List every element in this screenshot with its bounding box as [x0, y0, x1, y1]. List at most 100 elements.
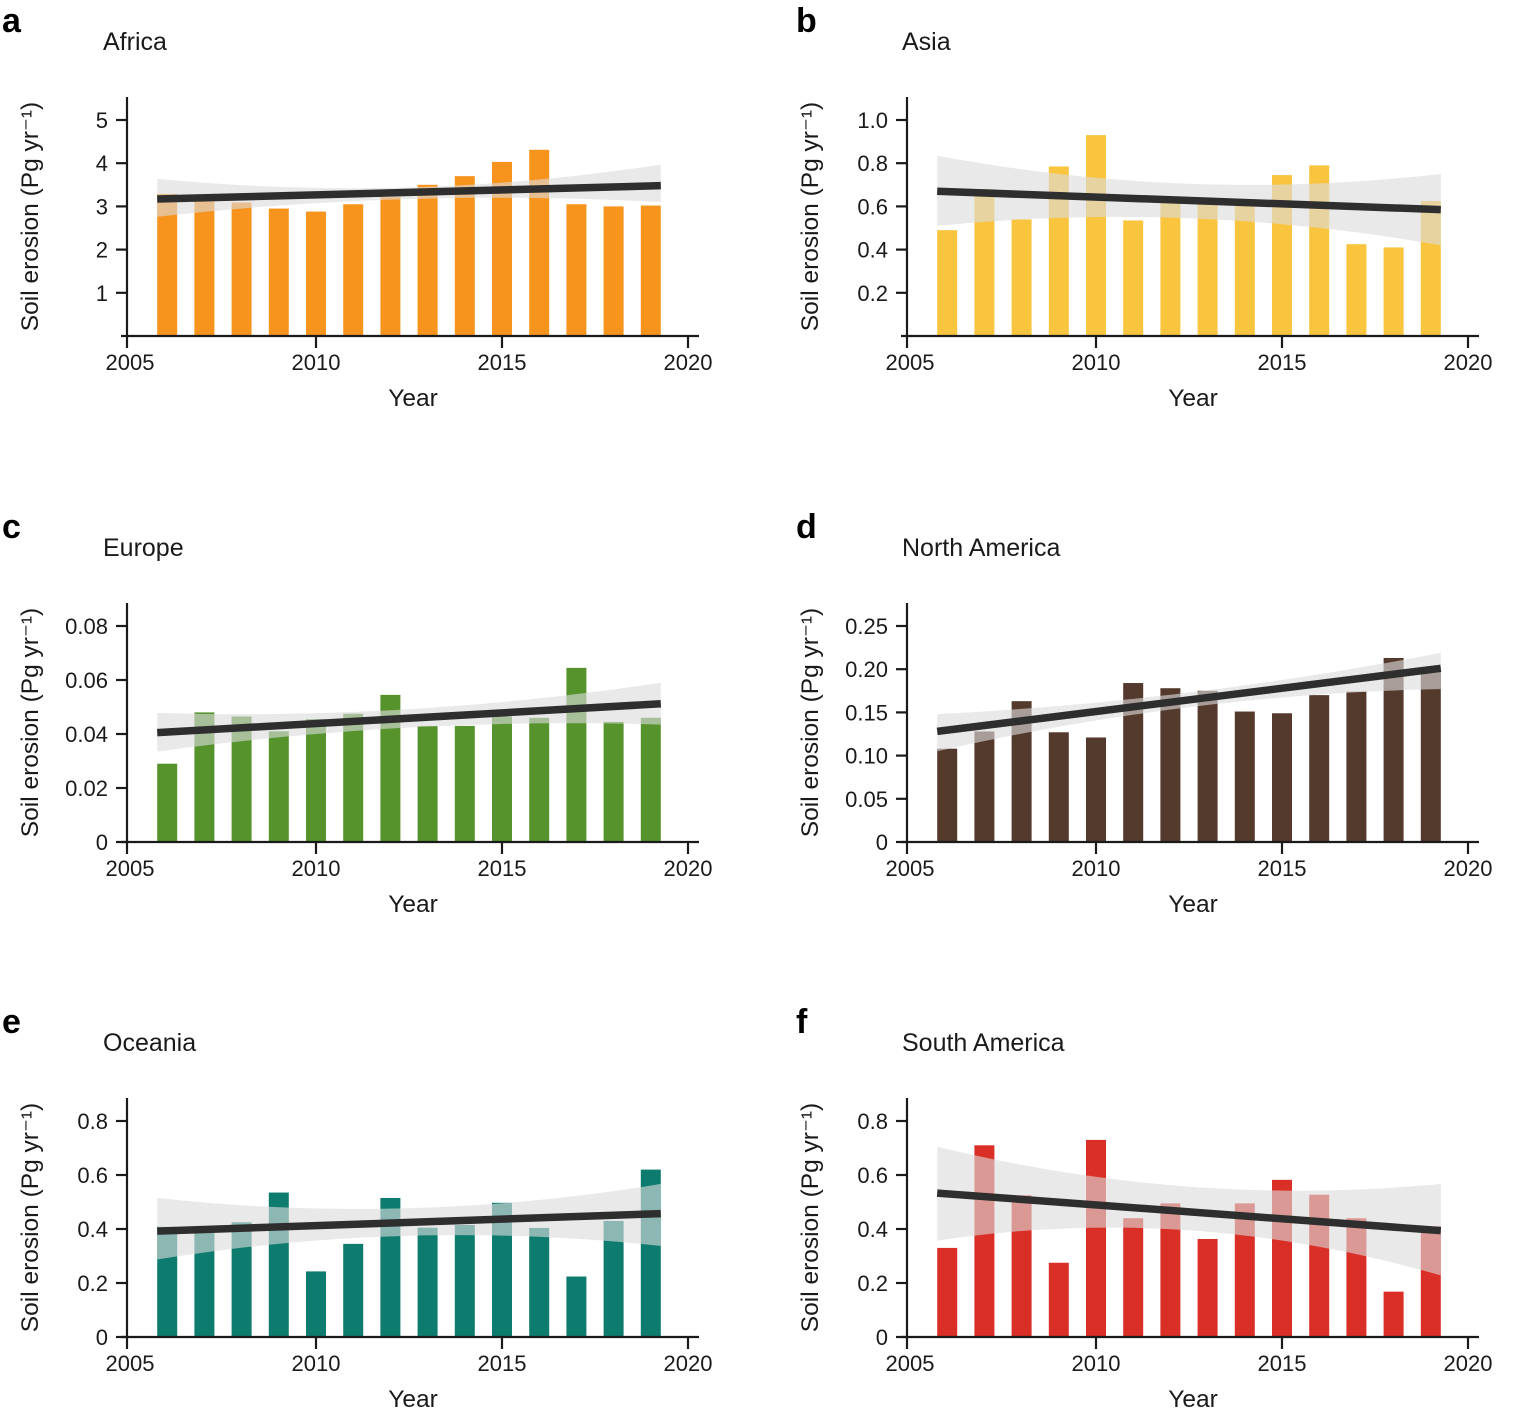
y-tick-label: 0 — [876, 830, 888, 855]
y-axis-label: Soil erosion (Pg yr⁻¹) — [797, 102, 824, 331]
bar-2018 — [1383, 657, 1404, 843]
panel-title-north-america: North America — [902, 534, 1061, 562]
bar-2015 — [1272, 713, 1292, 843]
bar-2010 — [306, 211, 326, 337]
y-tick-label: 0.2 — [857, 281, 888, 306]
panel-title-asia: Asia — [902, 28, 951, 56]
x-tick-label: 2010 — [1072, 856, 1121, 881]
y-tick-label: 5 — [96, 108, 108, 133]
bar-2007 — [974, 731, 995, 843]
x-tick-label: 2020 — [1444, 856, 1493, 881]
oceania-chart: 0 0.2 0.4 0.6 0.8 2005 2010 2015 2020 Year Soil er… — [17, 1098, 712, 1413]
bar-2015 — [492, 161, 512, 337]
bar-2012 — [380, 196, 401, 337]
bar-2014 — [454, 176, 475, 337]
y-axis-label: Soil erosion (Pg yr⁻¹) — [17, 1103, 44, 1332]
x-axis-label: Year — [1168, 385, 1218, 412]
africa-chart: 1 2 3 4 5 2005 2010 2015 2020 Year Soil erosion (P… — [17, 97, 713, 412]
axes — [116, 97, 699, 348]
y-tick-label: 0 — [876, 1325, 888, 1350]
bar-2006 — [157, 193, 178, 337]
bar-2013 — [1197, 203, 1218, 337]
y-tick-label: 0.2 — [857, 1271, 888, 1296]
y-tick-label: 0.2 — [77, 1271, 108, 1296]
bar-2018 — [603, 1220, 624, 1338]
bar-2014 — [1234, 1203, 1255, 1338]
x-tick-label: 2005 — [106, 856, 155, 881]
x-tick-label: 2015 — [1258, 350, 1307, 375]
x-tick-label: 2020 — [1444, 1351, 1493, 1376]
x-tick-label: 2015 — [1258, 856, 1307, 881]
bar-2012 — [1160, 201, 1181, 337]
panel-europe: c Europe 0 0.02 0.04 0.06 0.08 2005 2010 2015 20… — [0, 470, 767, 940]
bar-2009 — [268, 208, 289, 337]
bar-2013 — [1197, 1238, 1218, 1338]
bar-2019 — [1420, 670, 1441, 843]
y-tick-label: 0.6 — [77, 1163, 108, 1188]
bar-2013 — [417, 1227, 438, 1338]
y-tick-label: 1 — [96, 281, 108, 306]
trend-line — [156, 700, 662, 737]
bar-2007 — [974, 189, 995, 337]
south-america-chart: 0 0.2 0.4 0.6 0.8 2005 2010 2015 2020 Year Soil er… — [797, 1098, 1492, 1413]
plot-area: 0 0.02 0.04 0.06 0.08 2005 2010 2015 2020 Year Soi… — [17, 603, 712, 918]
bar-2007 — [194, 201, 215, 337]
bar-2009 — [1048, 1262, 1069, 1338]
y-tick-label: 0.02 — [65, 776, 108, 801]
bar-2012 — [380, 694, 401, 843]
bar-2018 — [1383, 247, 1404, 337]
y-tick-label: 0.25 — [845, 614, 888, 639]
bar-2011 — [343, 713, 364, 843]
y-tick-label: 0.8 — [77, 1109, 108, 1134]
bars — [157, 667, 661, 843]
asia-chart: 0.2 0.4 0.6 0.8 1.0 2005 2010 2015 2020 Year Soil … — [797, 97, 1492, 412]
panel-title-europe: Europe — [103, 534, 184, 562]
y-tick-label: 0.04 — [65, 722, 108, 747]
y-tick-label: 0.6 — [857, 194, 888, 219]
trend-line — [157, 181, 661, 203]
axes — [896, 603, 1479, 854]
x-axis-label: Year — [388, 385, 438, 412]
bar-2009 — [1048, 732, 1069, 843]
bar-2018 — [603, 206, 624, 337]
x-tick-label: 2010 — [292, 1351, 341, 1376]
panel-title-south-america: South America — [902, 1029, 1065, 1057]
x-tick-label: 2005 — [886, 856, 935, 881]
x-tick-label: 2005 — [886, 1351, 935, 1376]
bar-2015 — [492, 1202, 512, 1338]
bar-2006 — [937, 1247, 958, 1338]
bar-2006 — [157, 763, 178, 843]
bar-2011 — [1123, 220, 1144, 337]
bars — [937, 657, 1441, 843]
axes — [896, 1098, 1479, 1349]
y-tick-label: 0.4 — [857, 238, 888, 263]
y-axis-label: Soil erosion (Pg yr⁻¹) — [797, 608, 824, 837]
bar-2011 — [343, 1243, 364, 1338]
bar-2011 — [1123, 683, 1144, 843]
bar-2008 — [1011, 701, 1032, 843]
bar-2006 — [937, 230, 958, 337]
y-tick-label: 0 — [96, 830, 108, 855]
x-tick-label: 2020 — [664, 350, 713, 375]
x-tick-label: 2005 — [106, 350, 155, 375]
bar-2008 — [231, 716, 252, 843]
bar-2013 — [417, 184, 438, 337]
x-tick-label: 2010 — [292, 856, 341, 881]
bar-2019 — [640, 205, 661, 337]
plot-area: 0 0.05 0.10 0.15 0.20 0.25 2005 2010 2015 2020 Yea… — [797, 603, 1492, 918]
bar-2011 — [1123, 1218, 1144, 1338]
bar-2010 — [306, 719, 326, 843]
bar-2006 — [937, 748, 958, 843]
y-tick-label: 0.08 — [65, 614, 108, 639]
plot-area: 0 0.2 0.4 0.6 0.8 2005 2010 2015 2020 Year Soil er… — [797, 1098, 1492, 1413]
bar-2010 — [306, 1271, 326, 1338]
bar-2010 — [1086, 737, 1106, 843]
axes — [116, 603, 699, 854]
bar-2016 — [529, 1227, 550, 1338]
y-tick-label: 3 — [96, 194, 108, 219]
x-axis-label: Year — [388, 1386, 438, 1413]
bar-2017 — [1346, 244, 1367, 337]
trend-line — [157, 1209, 661, 1235]
trend-line — [936, 1189, 1442, 1235]
panel-title-oceania: Oceania — [103, 1029, 197, 1057]
